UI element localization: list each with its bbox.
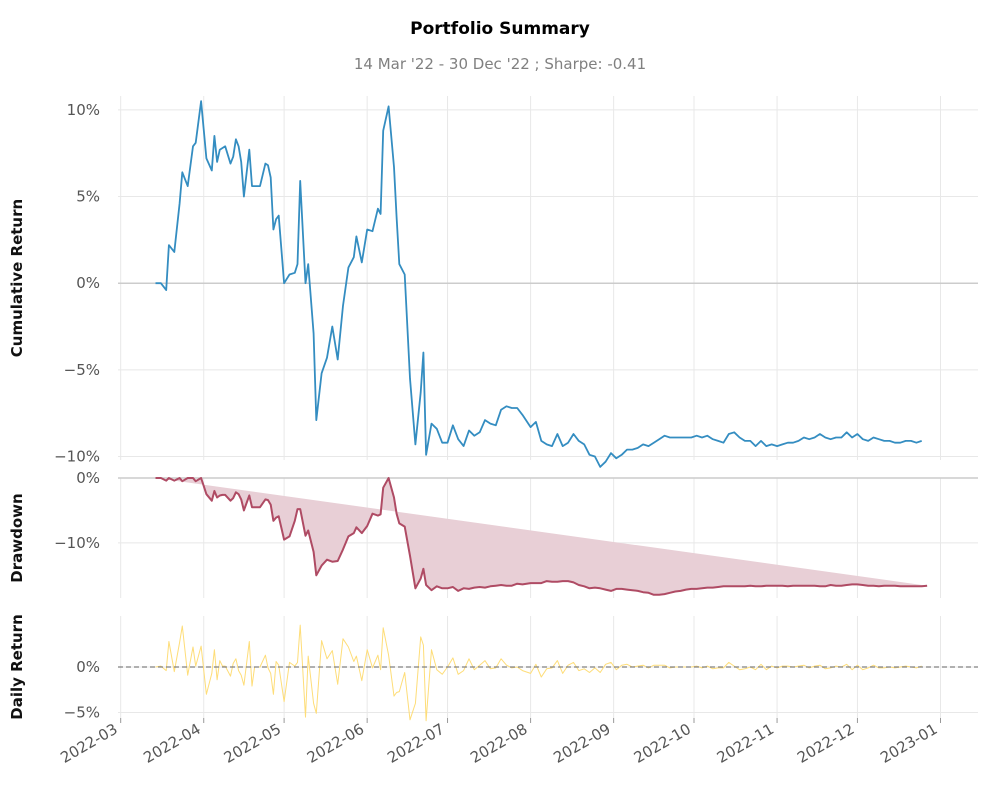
y-tick-label: 5% bbox=[76, 188, 100, 206]
y-axis-label: Drawdown bbox=[8, 493, 26, 582]
y-tick-label: −5% bbox=[64, 361, 100, 379]
x-tick-label: 2023-01 bbox=[877, 720, 940, 767]
y-tick-label: −5% bbox=[64, 704, 100, 722]
x-tick-label: 2022-08 bbox=[467, 720, 530, 767]
x-tick-label: 2022-12 bbox=[794, 720, 857, 767]
chart-title: Portfolio Summary bbox=[410, 19, 590, 39]
x-tick-label: 2022-07 bbox=[384, 720, 447, 767]
y-axis-label: Daily Return bbox=[8, 614, 26, 720]
x-tick-label: 2022-06 bbox=[304, 720, 367, 767]
x-tick-label: 2022-03 bbox=[57, 720, 120, 767]
y-tick-label: 10% bbox=[67, 101, 100, 119]
drawdown-area bbox=[155, 476, 928, 596]
x-tick-label: 2022-10 bbox=[631, 720, 694, 767]
x-tick-label: 2022-05 bbox=[221, 720, 284, 767]
x-tick-label: 2022-04 bbox=[140, 720, 203, 767]
y-tick-label: −10% bbox=[54, 448, 100, 466]
marks-layer bbox=[118, 100, 978, 722]
y-tick-label: 0% bbox=[76, 274, 100, 292]
y-tick-label: 0% bbox=[76, 469, 100, 487]
y-tick-label: 0% bbox=[76, 658, 100, 676]
x-tick-label: 2022-09 bbox=[550, 720, 613, 767]
daily-return-line bbox=[155, 624, 922, 722]
chart-subtitle: 14 Mar '22 - 30 Dec '22 ; Sharpe: -0.41 bbox=[353, 55, 647, 73]
drawdown-line bbox=[155, 477, 928, 596]
y-tick-label: −10% bbox=[54, 534, 100, 552]
grid-layer bbox=[118, 96, 978, 718]
y-axis-label: Cumulative Return bbox=[8, 199, 26, 357]
cumulative-return-line bbox=[155, 100, 922, 468]
x-tick-label: 2022-11 bbox=[714, 720, 777, 767]
